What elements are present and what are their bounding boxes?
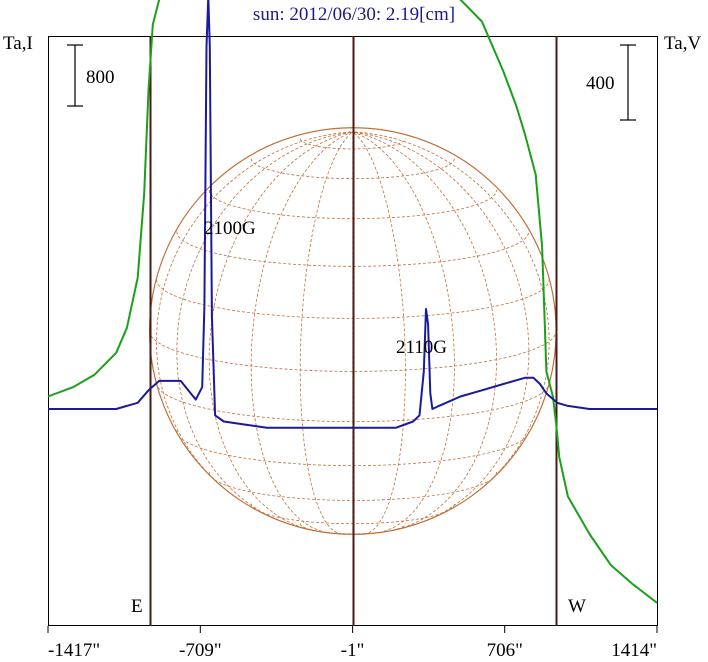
x-axis-ticks: -1417" -709" -1" 706" 1414" xyxy=(47,626,658,661)
east-limb-label: E xyxy=(131,596,143,617)
longitude-line xyxy=(352,131,406,535)
x-tick-label-1: -709" xyxy=(179,640,222,661)
right-scale-bar xyxy=(620,44,636,121)
chart-title: sun: 2012/06/30: 2.19[cm] xyxy=(253,4,455,25)
longitude-line xyxy=(352,131,550,499)
series-line-1 xyxy=(48,0,657,429)
longitude-line xyxy=(176,131,353,526)
limb-lines xyxy=(149,36,558,626)
series-group xyxy=(47,0,658,604)
x-tick-label-4: 1414" xyxy=(611,640,657,661)
x-tick-label-2: -1" xyxy=(341,640,365,661)
longitude-line xyxy=(299,131,354,535)
left-scale-label: 800 xyxy=(86,67,115,88)
right-scale-label: 400 xyxy=(586,73,615,94)
west-limb-label: W xyxy=(568,596,586,617)
x-tick-label-0: -1417" xyxy=(48,640,100,661)
annotation-2110g: 2110G xyxy=(396,337,447,358)
longitude-line xyxy=(250,131,353,534)
latitude-line xyxy=(176,430,530,467)
x-tick-label-3: 706" xyxy=(487,640,523,661)
annotation-2100g: 2100G xyxy=(204,218,256,239)
series-line-0 xyxy=(47,0,658,604)
longitude-line xyxy=(156,131,353,499)
left-axis-label: Ta,I xyxy=(3,33,33,54)
longitude-line xyxy=(208,131,353,531)
latitude-line xyxy=(149,330,557,372)
longitude-line xyxy=(352,131,455,534)
latitude-line xyxy=(176,231,530,267)
right-axis-label: Ta,V xyxy=(664,33,701,54)
left-scale-bar xyxy=(67,44,83,107)
longitude-line xyxy=(352,131,530,526)
